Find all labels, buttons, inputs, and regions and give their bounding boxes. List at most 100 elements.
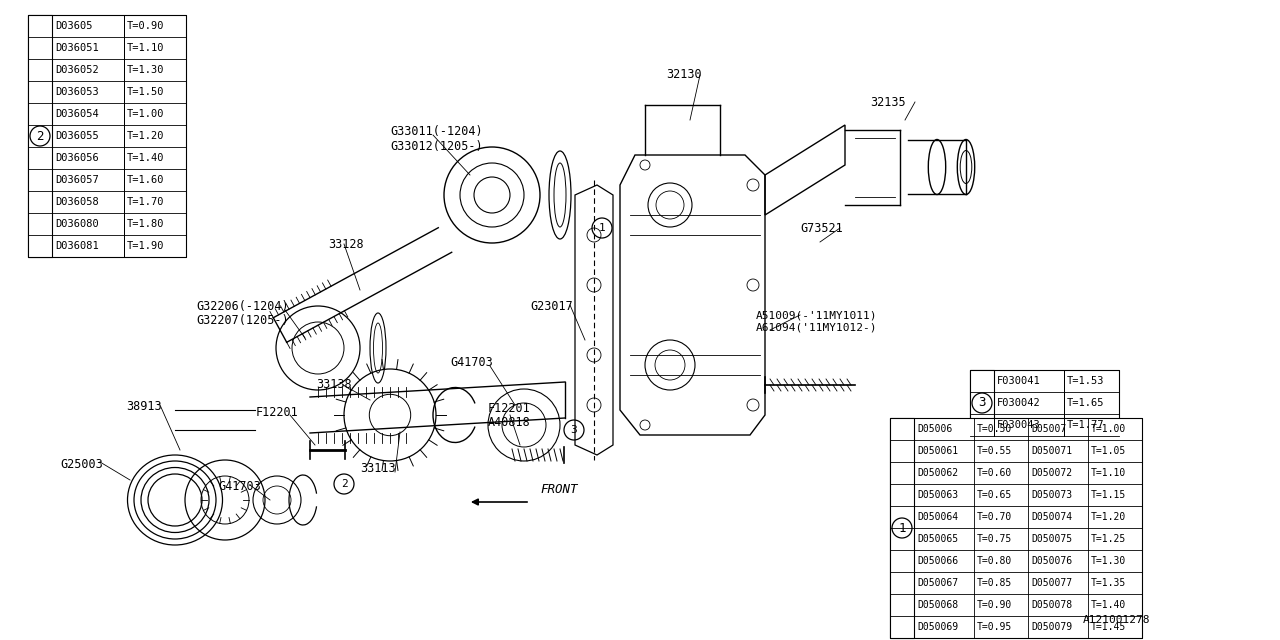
Text: D036056: D036056 [55,153,99,163]
Text: T=1.00: T=1.00 [127,109,165,119]
Text: G25003: G25003 [60,458,102,471]
Text: D050065: D050065 [916,534,959,544]
Text: D036080: D036080 [55,219,99,229]
Text: T=1.70: T=1.70 [127,197,165,207]
Text: D036055: D036055 [55,131,99,141]
Text: 33138: 33138 [316,378,352,391]
Text: T=0.50: T=0.50 [977,424,1012,434]
Text: D050066: D050066 [916,556,959,566]
Text: G23017: G23017 [530,300,572,313]
Text: 32130: 32130 [666,68,701,81]
Text: D036051: D036051 [55,43,99,53]
Text: FRONT: FRONT [540,483,577,496]
Text: 1: 1 [599,223,605,233]
Text: G41703: G41703 [451,356,493,369]
Text: T=1.30: T=1.30 [1091,556,1126,566]
Text: T=0.90: T=0.90 [127,21,165,31]
Text: T=1.90: T=1.90 [127,241,165,251]
Bar [890,418,914,638]
Text: G32206(-1204): G32206(-1204) [196,300,288,313]
Text: 3: 3 [571,425,577,435]
Text: D036081: D036081 [55,241,99,251]
Text: D050074: D050074 [1030,512,1073,522]
Text: D050075: D050075 [1030,534,1073,544]
Text: D050064: D050064 [916,512,959,522]
Text: T=0.55: T=0.55 [977,446,1012,456]
Text: G33012(1205-): G33012(1205-) [390,140,483,153]
Bar [28,15,186,257]
Text: T=1.80: T=1.80 [127,219,165,229]
Text: T=1.00: T=1.00 [1091,424,1126,434]
Bar [970,370,1119,436]
Text: T=0.70: T=0.70 [977,512,1012,522]
Text: 32135: 32135 [870,96,906,109]
Text: T=0.85: T=0.85 [977,578,1012,588]
Text: 38913: 38913 [125,400,161,413]
Bar [970,370,995,436]
Text: T=1.40: T=1.40 [1091,600,1126,610]
Text: D036052: D036052 [55,65,99,75]
Bar [890,418,1142,638]
Text: F12201: F12201 [256,406,298,419]
Text: D050072: D050072 [1030,468,1073,478]
Text: T=0.75: T=0.75 [977,534,1012,544]
Text: 2: 2 [36,129,44,143]
Text: A121001278: A121001278 [1083,615,1149,625]
Text: G73521: G73521 [800,222,842,235]
Text: T=1.60: T=1.60 [127,175,165,185]
Text: A40818: A40818 [488,416,531,429]
Text: T=0.65: T=0.65 [977,490,1012,500]
Text: 33113: 33113 [360,462,396,475]
Text: A51009(-'11MY1011): A51009(-'11MY1011) [756,310,878,320]
Text: F030043: F030043 [997,420,1041,430]
Text: 1: 1 [899,522,906,534]
Text: T=1.05: T=1.05 [1091,446,1126,456]
Text: T=1.30: T=1.30 [127,65,165,75]
Text: T=1.50: T=1.50 [127,87,165,97]
Text: D036054: D036054 [55,109,99,119]
Text: D036057: D036057 [55,175,99,185]
Bar [28,15,52,257]
Text: D05007: D05007 [1030,424,1066,434]
Text: T=1.20: T=1.20 [127,131,165,141]
Text: G32207(1205-): G32207(1205-) [196,314,288,327]
Text: 33128: 33128 [328,238,364,251]
Text: T=1.53: T=1.53 [1068,376,1105,386]
Text: D050079: D050079 [1030,622,1073,632]
Text: D05006: D05006 [916,424,952,434]
Text: F030041: F030041 [997,376,1041,386]
Text: T=0.80: T=0.80 [977,556,1012,566]
Text: F12201: F12201 [488,402,531,415]
Text: D050069: D050069 [916,622,959,632]
Text: T=1.10: T=1.10 [127,43,165,53]
Text: G41703: G41703 [218,480,261,493]
Text: D050063: D050063 [916,490,959,500]
Text: D03605: D03605 [55,21,92,31]
Text: G33011(-1204): G33011(-1204) [390,125,483,138]
Text: D036053: D036053 [55,87,99,97]
Text: D050077: D050077 [1030,578,1073,588]
Text: T=1.15: T=1.15 [1091,490,1126,500]
Text: T=0.90: T=0.90 [977,600,1012,610]
Text: D036058: D036058 [55,197,99,207]
Text: T=0.95: T=0.95 [977,622,1012,632]
Text: T=1.35: T=1.35 [1091,578,1126,588]
Text: 2: 2 [340,479,347,489]
Text: T=1.20: T=1.20 [1091,512,1126,522]
Text: D050076: D050076 [1030,556,1073,566]
Text: T=1.45: T=1.45 [1091,622,1126,632]
Text: D050071: D050071 [1030,446,1073,456]
Text: T=1.65: T=1.65 [1068,398,1105,408]
Text: A61094('11MY1012-): A61094('11MY1012-) [756,323,878,333]
Text: D050061: D050061 [916,446,959,456]
Text: T=1.77: T=1.77 [1068,420,1105,430]
Text: T=1.40: T=1.40 [127,153,165,163]
Text: D050067: D050067 [916,578,959,588]
Text: 3: 3 [978,397,986,410]
Text: D050073: D050073 [1030,490,1073,500]
Text: F030042: F030042 [997,398,1041,408]
Text: D050062: D050062 [916,468,959,478]
Text: T=1.10: T=1.10 [1091,468,1126,478]
Text: T=1.25: T=1.25 [1091,534,1126,544]
Text: D050078: D050078 [1030,600,1073,610]
